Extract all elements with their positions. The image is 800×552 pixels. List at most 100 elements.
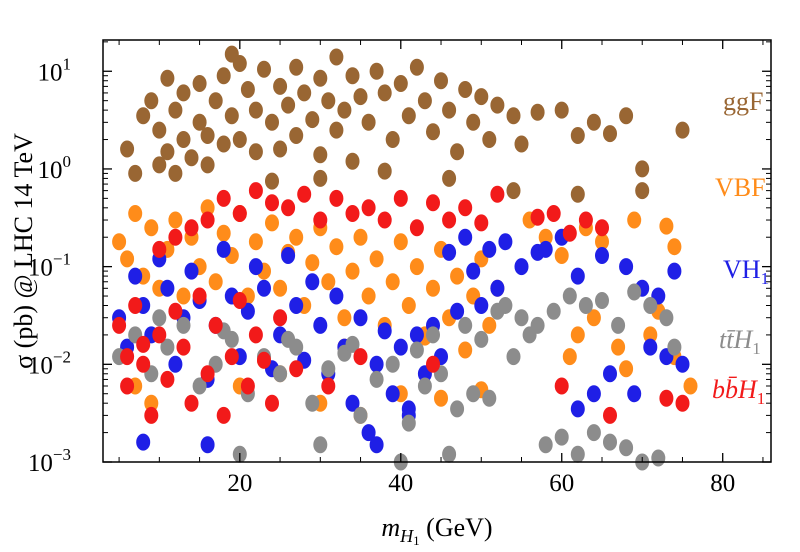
point-ttH1 (281, 330, 296, 348)
point-VH1 (369, 355, 384, 373)
point-VBF (586, 309, 601, 327)
point-ggF (232, 55, 247, 72)
point-bbH1 (152, 326, 167, 344)
point-VBF (482, 316, 497, 334)
x-axis-title: mH1 (GeV) (381, 513, 492, 548)
point-ggF (321, 92, 336, 110)
point-ttH1 (426, 326, 440, 344)
point-ggF (168, 164, 183, 182)
point-bbH1 (248, 182, 263, 200)
point-VBF (627, 211, 642, 229)
point-VH1 (498, 233, 513, 251)
point-ggF (603, 125, 617, 143)
point-ttH1 (522, 326, 537, 344)
point-ggF (152, 156, 167, 174)
point-ttH1 (313, 436, 328, 454)
point-ttH1 (409, 341, 424, 359)
point-bbH1 (232, 292, 247, 309)
point-VBF (144, 219, 159, 237)
point-ggF (530, 103, 545, 121)
point-VH1 (474, 297, 489, 314)
point-bbH1 (675, 394, 690, 412)
point-bbH1 (321, 377, 336, 395)
point-ggF (152, 121, 167, 139)
point-bbH1 (426, 194, 440, 212)
point-ggF (200, 127, 215, 144)
point-ggF (192, 113, 207, 131)
point-ggF (377, 162, 392, 180)
point-bbH1 (160, 370, 175, 388)
point-ggF (305, 111, 320, 129)
y-axis-title: σ (pb) @ LHC 14 TeV (9, 133, 38, 369)
point-VH1 (393, 338, 408, 356)
point-VBF (200, 199, 215, 217)
point-ttH1 (667, 338, 682, 356)
point-ttH1 (578, 297, 593, 314)
point-VH1 (675, 355, 690, 373)
series-bbH1 (112, 182, 690, 424)
point-VBF (144, 394, 159, 412)
point-bbH1 (265, 194, 279, 212)
point-ggF (232, 131, 247, 148)
point-VH1 (603, 365, 617, 383)
point-VH1 (377, 322, 392, 340)
point-VH1 (442, 243, 457, 261)
point-VH1 (627, 385, 642, 403)
point-VBF (450, 267, 465, 285)
point-VBF (208, 273, 223, 291)
point-bbH1 (152, 240, 167, 258)
point-VH1 (216, 240, 231, 258)
point-VH1 (345, 394, 360, 412)
point-VBF (619, 360, 634, 378)
point-ggF (345, 152, 360, 170)
point-ggF (176, 84, 191, 102)
point-VH1 (240, 302, 255, 320)
point-bbH1 (426, 355, 440, 373)
y-tick-label: 100 (38, 152, 72, 184)
point-ttH1 (160, 338, 175, 356)
data-points (112, 45, 698, 471)
point-VBF (305, 254, 320, 272)
point-ttH1 (152, 309, 167, 327)
point-ggF (168, 101, 183, 119)
point-ggF (619, 107, 634, 125)
point-ggF (570, 127, 585, 144)
point-bbH1 (562, 224, 577, 242)
point-ttH1 (490, 302, 505, 320)
plot-frame (102, 39, 772, 463)
series-label-bbH1: bb̄H1 (712, 375, 765, 408)
point-ttH1 (482, 389, 497, 407)
point-ttH1 (627, 283, 642, 301)
point-VBF (265, 214, 279, 232)
point-VBF (595, 233, 609, 251)
point-ggF (506, 182, 521, 200)
point-VBF (538, 228, 553, 246)
point-VH1 (667, 262, 682, 280)
point-VBF (361, 287, 376, 305)
point-VH1 (136, 433, 151, 451)
point-bbH1 (393, 189, 408, 207)
point-ttH1 (176, 316, 191, 334)
point-VH1 (329, 287, 344, 305)
point-ggF (265, 113, 279, 131)
point-VBF (216, 224, 231, 242)
point-ggF (313, 169, 328, 187)
x-axis-title-subsub: 1 (413, 533, 420, 548)
point-ttH1 (595, 292, 609, 309)
point-VBF (562, 348, 577, 366)
point-ttH1 (651, 449, 666, 467)
point-ggF (401, 107, 416, 125)
point-VBF (248, 233, 263, 251)
point-VBF (353, 228, 368, 246)
point-VBF (385, 273, 400, 291)
point-bbH1 (208, 316, 223, 334)
point-bbH1 (289, 360, 304, 378)
point-bbH1 (313, 211, 328, 229)
point-ttH1 (450, 400, 465, 418)
point-ttH1 (570, 445, 585, 463)
point-bbH1 (168, 228, 183, 246)
point-VBF (426, 279, 440, 297)
point-VBF (434, 389, 448, 407)
point-ggF (273, 140, 288, 158)
point-ggF (586, 113, 601, 131)
